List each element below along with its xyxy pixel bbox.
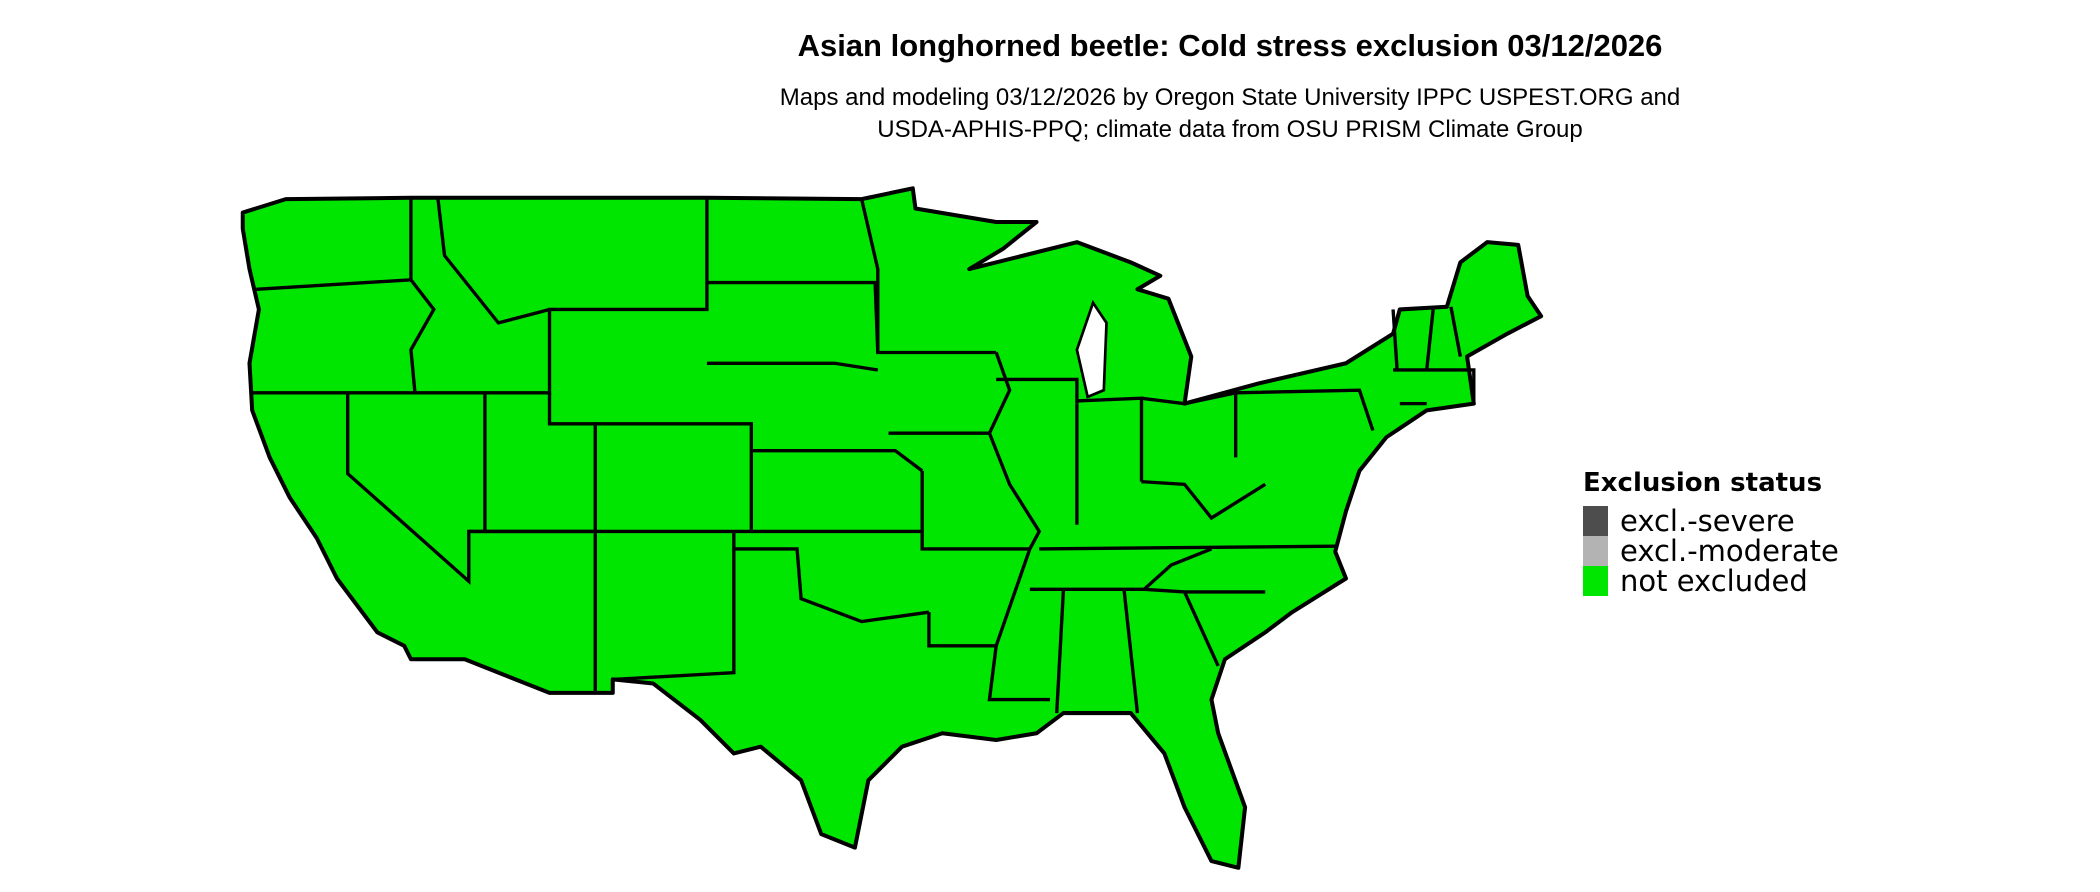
legend-item-severe: excl.-severe — [1583, 504, 1839, 538]
legend-swatch — [1583, 536, 1608, 566]
subtitle-line-1: Maps and modeling 03/12/2026 by Oregon S… — [779, 84, 1681, 111]
legend-label: excl.-severe — [1620, 504, 1795, 538]
legend-swatch — [1583, 506, 1608, 536]
us-outline — [240, 186, 1544, 870]
legend-item-moderate: excl.-moderate — [1583, 534, 1839, 568]
map-title: Asian longhorned beetle: Cold stress exc… — [797, 28, 1663, 63]
legend-title: Exclusion status — [1583, 468, 1823, 498]
state-borders — [249, 197, 1476, 714]
legend: Exclusion status excl.-severe excl.-mode… — [1583, 468, 1839, 598]
legend-item-not-excluded: not excluded — [1583, 564, 1839, 598]
legend-label: not excluded — [1620, 564, 1808, 598]
legend-swatch — [1583, 566, 1608, 596]
subtitle-line-2: USDA-APHIS-PPQ; climate data from OSU PR… — [877, 116, 1583, 143]
lake-michigan — [1075, 299, 1108, 399]
legend-label: excl.-moderate — [1620, 534, 1839, 568]
